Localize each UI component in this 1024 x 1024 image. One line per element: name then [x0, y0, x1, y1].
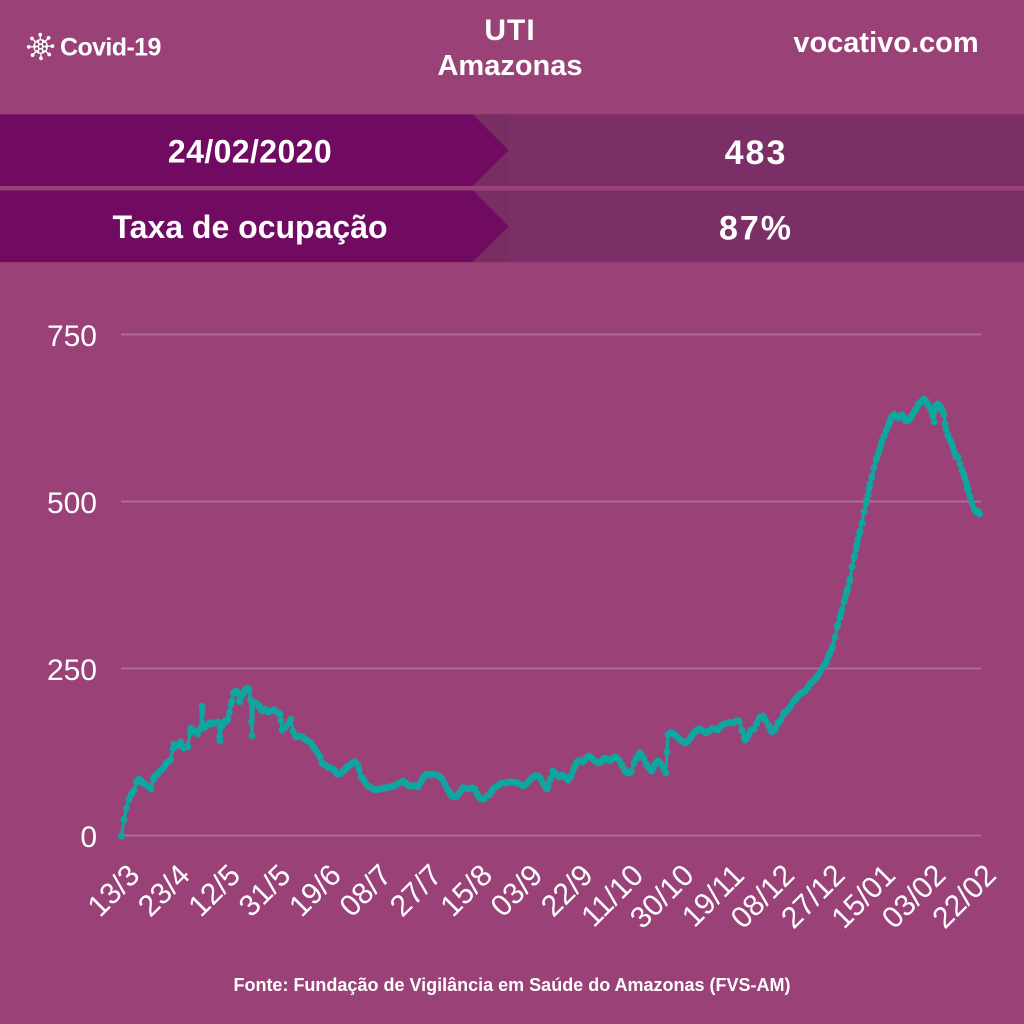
svg-text:Fonte: Fundação de Vigilância: Fonte: Fundação de Vigilância em Saúde d… — [233, 975, 790, 995]
svg-text:Covid-19: Covid-19 — [60, 34, 161, 62]
svg-text:750: 750 — [47, 320, 97, 353]
svg-text:Amazonas: Amazonas — [437, 50, 582, 82]
svg-text:87%: 87% — [719, 210, 793, 248]
svg-text:Taxa de ocupação: Taxa de ocupação — [112, 209, 387, 245]
svg-text:250: 250 — [47, 654, 97, 687]
svg-text:UTI: UTI — [484, 14, 535, 47]
svg-text:500: 500 — [47, 487, 97, 520]
svg-text:483: 483 — [725, 134, 788, 172]
svg-text:vocativo.com: vocativo.com — [793, 27, 978, 59]
svg-text:0: 0 — [80, 821, 97, 854]
svg-text:24/02/2020: 24/02/2020 — [168, 134, 332, 170]
